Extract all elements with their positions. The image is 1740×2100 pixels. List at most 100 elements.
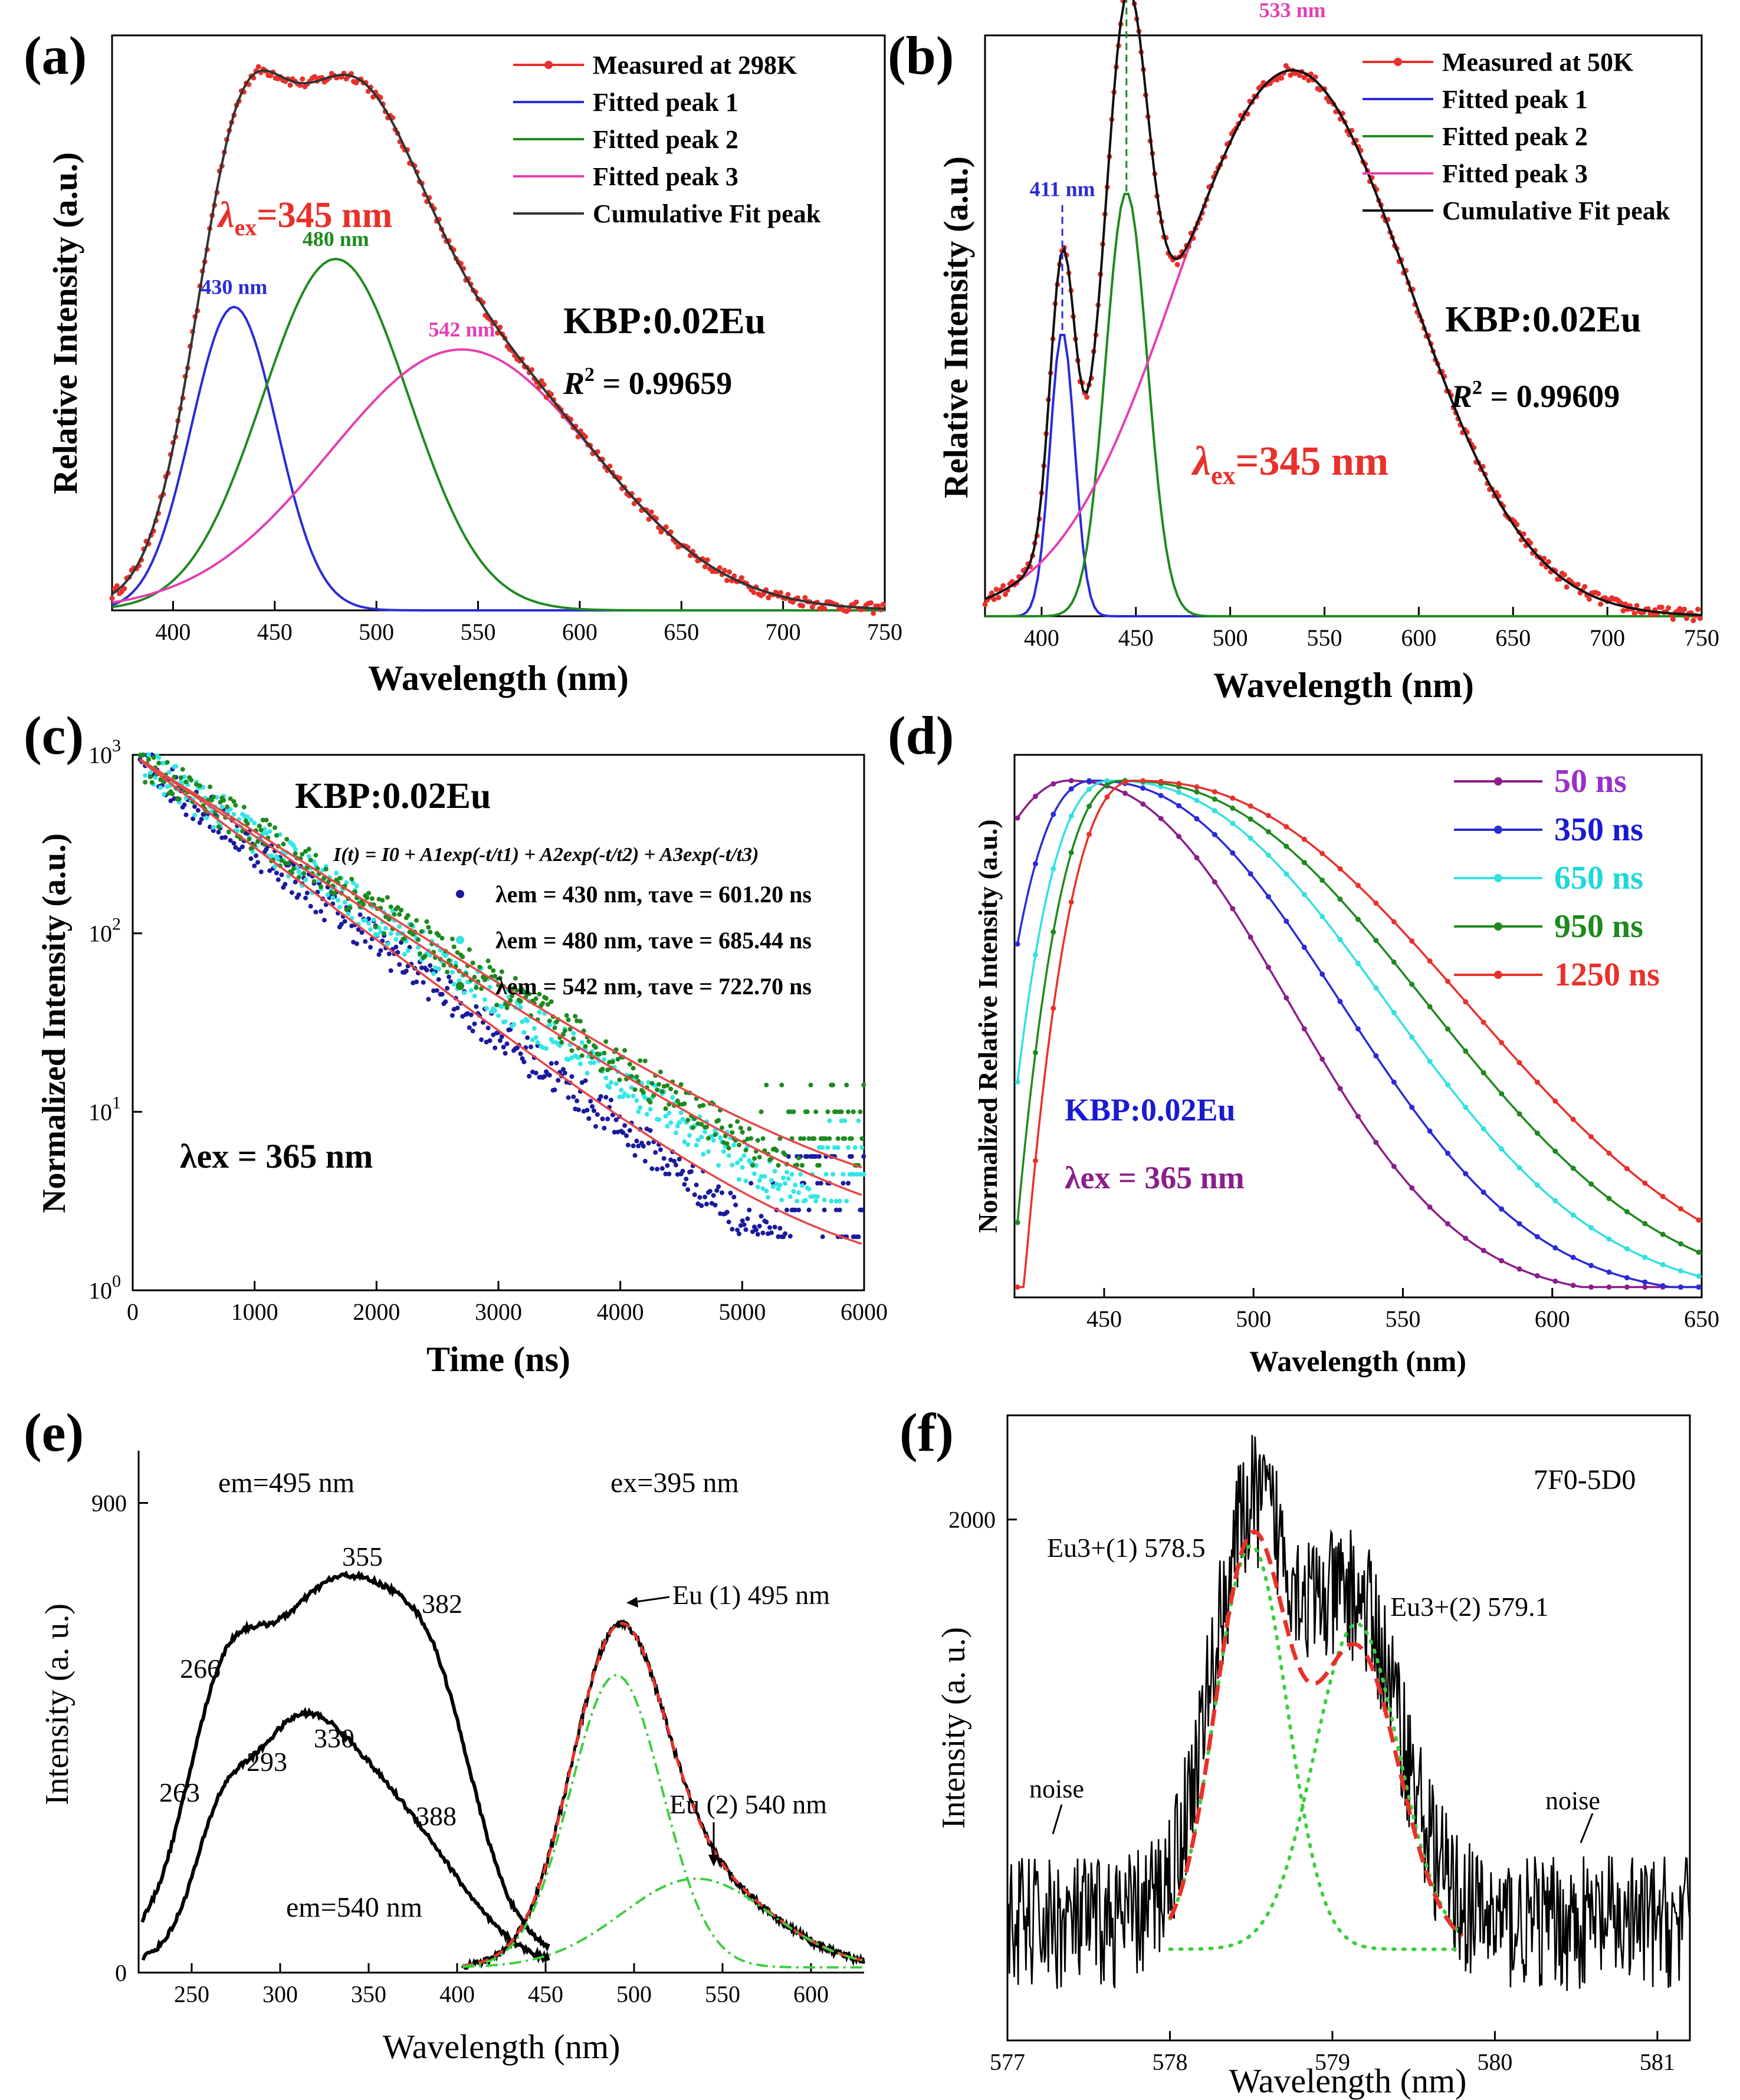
panel-c-point-542 — [827, 1136, 832, 1141]
panel-c-ticks: 0 1000 2000 3000 4000 5000 6000 100 101 102 103 — [88, 736, 888, 1325]
panel-d-marker-4 — [1480, 1020, 1486, 1025]
panel-c-point-542 — [451, 944, 457, 949]
panel-f-y-ticklabel-2000: 2000 — [948, 1507, 996, 1533]
panel-c-point-430 — [449, 1013, 455, 1018]
panel-c-point-430 — [376, 952, 382, 957]
panel-c-point-542 — [673, 1090, 678, 1095]
panel-c-point-542 — [659, 1089, 665, 1094]
panel-a-measured-point — [800, 603, 806, 609]
panel-c-point-480 — [160, 761, 165, 766]
panel-c-point-542 — [283, 860, 288, 866]
panel-c-point-430 — [777, 1225, 783, 1231]
panel-c-point-542 — [738, 1125, 743, 1130]
panel-d-marker-1 — [1696, 1284, 1702, 1290]
panel-c-point-542 — [747, 1126, 752, 1132]
panel-c-point-430 — [313, 909, 319, 915]
panel-c-point-542 — [291, 866, 296, 871]
panel-a-legend-label-0: Measured at 298K — [593, 51, 797, 80]
panel-c-point-480 — [416, 945, 421, 950]
panel-c-point-430 — [319, 909, 324, 914]
panel-c-point-542 — [791, 1109, 796, 1115]
panel-a-measured-point — [300, 76, 306, 82]
panel-c-point-480 — [823, 1172, 829, 1177]
panel-b-x-ticklabel-750: 750 — [1684, 625, 1719, 651]
panel-d-marker-3 — [1588, 1181, 1594, 1187]
panel-c-point-480 — [844, 1198, 849, 1204]
panel-c-point-480 — [752, 1171, 757, 1176]
panel-c-point-542 — [638, 1058, 643, 1063]
panel-d-marker-0 — [1427, 1204, 1433, 1210]
panel-c-point-542 — [279, 858, 284, 863]
panel-b-measured-point — [1650, 612, 1656, 617]
panel-f-noise-left-arrow — [1052, 1804, 1063, 1835]
panel-b-measured-point — [1670, 616, 1676, 622]
panel-a-measured-point — [663, 524, 669, 530]
panel-c-point-542 — [308, 857, 313, 863]
panel-d-marker-3 — [1552, 1148, 1558, 1154]
panel-b-legend-label-0: Measured at 50K — [1442, 48, 1633, 77]
panel-d-marker-2 — [1391, 1010, 1397, 1016]
panel-a-x-ticklabel-450: 450 — [257, 619, 293, 645]
panel-d-legend-label-0: 50 ns — [1554, 763, 1627, 800]
panel-c-point-542 — [825, 1109, 830, 1115]
panel-c-point-480 — [537, 1010, 542, 1015]
panel-d-marker-3 — [1194, 789, 1200, 795]
panel-b-measured-point — [1561, 572, 1567, 578]
panel-d-marker-4 — [1212, 789, 1217, 794]
panel-c-point-542 — [479, 986, 484, 991]
panel-d-marker-2 — [1588, 1225, 1594, 1231]
panel-a-cumulative-fit — [111, 69, 885, 610]
panel-c-point-542 — [704, 1125, 709, 1129]
panel-c-point-480 — [368, 927, 373, 932]
panel-c-point-430 — [497, 1038, 503, 1043]
panel-c-point-480 — [832, 1145, 837, 1150]
panel-c-point-480 — [757, 1178, 762, 1183]
panel-c-point-542 — [146, 757, 151, 762]
panel-c-point-480 — [533, 1035, 539, 1040]
panel-b-measured-point — [1683, 616, 1689, 622]
panel-c-point-480 — [858, 1172, 863, 1177]
panel-c-point-542 — [407, 929, 412, 935]
panel-a-measured-point — [871, 610, 876, 616]
panel-d-marker-4 — [1373, 901, 1379, 906]
panel-d-marker-2 — [1086, 786, 1092, 792]
panel-f-ticks: 577 578 579 580 581 2000 — [948, 1507, 1675, 2075]
panel-c-point-542 — [631, 1066, 636, 1071]
panel-e-peak-293: 293 — [247, 1747, 287, 1777]
panel-f-transition: 7F0-5D0 — [1534, 1464, 1636, 1496]
panel-b-x-ticklabel-600: 600 — [1401, 625, 1436, 651]
panel-c-y-ticklabel-2: 102 — [88, 915, 121, 947]
panel-c-point-542 — [812, 1136, 817, 1141]
panel-c-point-542 — [622, 1048, 628, 1053]
panel-c-point-542 — [537, 991, 542, 997]
panel-d-marker-4 — [1337, 866, 1343, 872]
panel-c-point-430 — [211, 828, 216, 833]
panel-d-legend-label-1: 350 ns — [1554, 811, 1643, 848]
panel-c-point-480 — [518, 1005, 523, 1010]
panel-c-point-480 — [735, 1160, 740, 1165]
panel-c-point-542 — [859, 1136, 865, 1141]
panel-d-marker-2 — [1373, 985, 1379, 991]
panel-c-point-542 — [349, 876, 354, 882]
panel-c-point-542 — [395, 905, 400, 910]
panel-c-point-430 — [233, 845, 238, 850]
panel-c-point-542 — [257, 823, 262, 829]
panel-c-point-542 — [428, 929, 433, 935]
panel-c-point-480 — [609, 1080, 613, 1085]
panel-c-point-480 — [484, 1005, 489, 1011]
panel-d-marker-4 — [1445, 978, 1450, 984]
panel-c-point-430 — [648, 1128, 653, 1133]
panel-c-point-480 — [842, 1118, 848, 1123]
panel-c-point-542 — [560, 1031, 566, 1037]
panel-f-eu2-component — [1168, 1622, 1465, 1951]
panel-d-marker-2 — [1301, 892, 1307, 898]
panel-c-point-430 — [378, 948, 383, 953]
panel-c-point-542 — [382, 931, 387, 936]
panel-c-point-542 — [311, 879, 317, 884]
panel-c-sample: KBP:0.02Eu — [295, 776, 491, 816]
panel-d-marker-3 — [1015, 1220, 1020, 1225]
panel-c-point-480 — [520, 1019, 525, 1024]
panel-d-marker-0 — [1158, 816, 1164, 821]
panel-c-point-480 — [852, 1145, 858, 1150]
